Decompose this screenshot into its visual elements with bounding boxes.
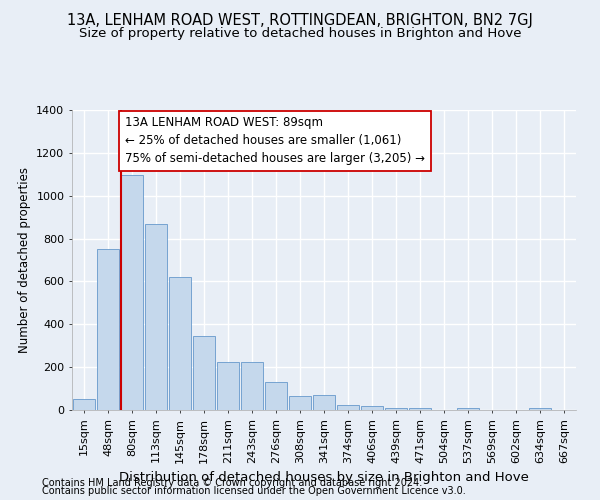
Bar (241, 362, 263, 410)
Bar (73, 400, 95, 410)
Bar (409, 408, 431, 410)
Bar (265, 382, 287, 410)
Bar (385, 408, 407, 410)
Bar (145, 224, 167, 410)
Y-axis label: Number of detached properties: Number of detached properties (17, 167, 31, 353)
Text: Contains public sector information licensed under the Open Government Licence v3: Contains public sector information licen… (42, 486, 466, 496)
Bar (193, 336, 215, 410)
Text: 13A, LENHAM ROAD WEST, ROTTINGDEAN, BRIGHTON, BN2 7GJ: 13A, LENHAM ROAD WEST, ROTTINGDEAN, BRIG… (67, 12, 533, 28)
Bar (121, 176, 143, 410)
Bar (289, 396, 311, 410)
Bar (361, 406, 383, 410)
Bar (217, 362, 239, 410)
Text: 13A LENHAM ROAD WEST: 89sqm
← 25% of detached houses are smaller (1,061)
75% of : 13A LENHAM ROAD WEST: 89sqm ← 25% of det… (125, 116, 425, 166)
Bar (337, 404, 359, 410)
Bar (529, 408, 551, 410)
Bar (97, 250, 119, 410)
Bar (457, 408, 479, 410)
Bar (169, 277, 191, 410)
X-axis label: Distribution of detached houses by size in Brighton and Hove: Distribution of detached houses by size … (119, 471, 529, 484)
Text: Size of property relative to detached houses in Brighton and Hove: Size of property relative to detached ho… (79, 28, 521, 40)
Bar (313, 395, 335, 410)
Text: Contains HM Land Registry data © Crown copyright and database right 2024.: Contains HM Land Registry data © Crown c… (42, 478, 422, 488)
